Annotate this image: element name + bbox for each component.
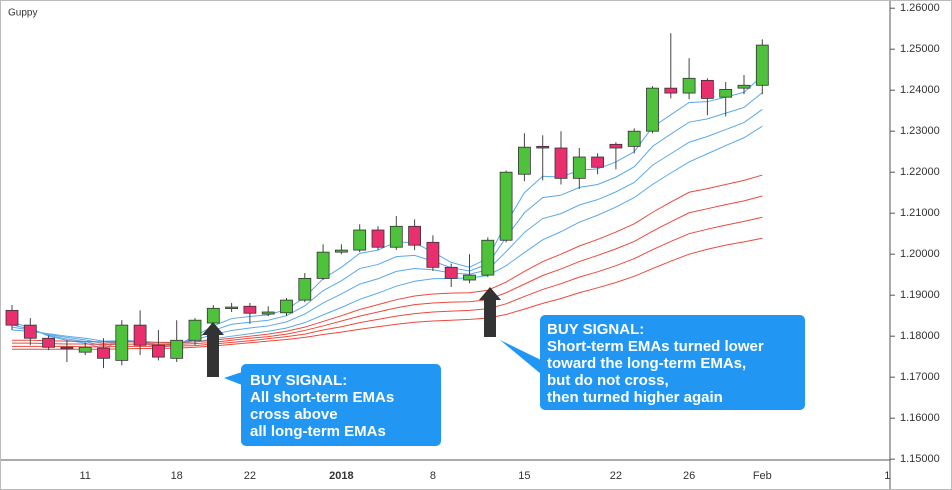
y-tick-label: 1.24000 <box>900 84 940 96</box>
x-tick-label: Feb <box>753 470 772 482</box>
callout-pointer <box>500 340 541 374</box>
candle-body <box>23 324 37 339</box>
candle-body <box>97 347 110 359</box>
candle-body <box>5 309 19 326</box>
x-tick-label: 18 <box>171 470 183 482</box>
y-tick-label: 1.26000 <box>900 2 940 14</box>
y-tick-label: 1.19000 <box>900 289 940 301</box>
candle-body <box>572 156 586 179</box>
y-axis-panel <box>890 0 952 490</box>
callout-box <box>241 364 441 446</box>
chart-title: Guppy <box>8 8 37 19</box>
candle-body <box>609 143 623 149</box>
arrow <box>202 322 224 377</box>
arrow <box>479 287 501 337</box>
y-tick-label: 1.20000 <box>900 248 940 260</box>
x-tick-label: 15 <box>518 470 530 482</box>
annotation-text: All short-term EMAs <box>250 389 394 406</box>
candle-body <box>371 229 385 248</box>
candle-body <box>261 311 275 315</box>
annotation-text: Short-term EMAs turned lower <box>547 338 764 355</box>
candle-body <box>353 229 367 251</box>
candle-body <box>682 77 696 94</box>
y-tick-label: 1.25000 <box>900 43 940 55</box>
candle-body <box>298 277 312 301</box>
candle-body <box>664 87 678 94</box>
annotation-text: toward the long-term EMAs, <box>547 355 746 372</box>
y-tick-label: 1.16000 <box>900 412 940 424</box>
candle-body <box>518 146 531 175</box>
y-tick-label: 1.18000 <box>900 330 940 342</box>
x-tick-label: 26 <box>683 470 695 482</box>
candle-body <box>225 306 239 309</box>
x-tick-label: 22 <box>610 470 622 482</box>
y-tick-label: 1.17000 <box>900 371 940 383</box>
candle-body <box>646 87 659 132</box>
candle-body <box>206 307 220 324</box>
x-tick-label: 22 <box>244 470 256 482</box>
candle-body <box>463 274 476 281</box>
candle-body <box>408 225 422 246</box>
candle-body <box>316 251 330 279</box>
x-tick-label: 8 <box>430 470 436 482</box>
y-tick-label: 1.15000 <box>900 453 940 465</box>
ema-line <box>12 237 763 350</box>
candle-body <box>719 88 733 98</box>
candle-body <box>701 79 714 99</box>
candle-body <box>627 130 641 147</box>
annotation-text: BUY SIGNAL: <box>547 321 644 338</box>
candle-body <box>389 225 403 248</box>
candle-body <box>60 346 74 350</box>
annotations: BUY SIGNAL: All short-term EMAs cross ab… <box>202 287 805 446</box>
candle-body <box>334 249 348 253</box>
annotation-text: but do not cross, <box>547 372 669 389</box>
callout-box <box>540 315 805 410</box>
candle-body <box>554 147 568 179</box>
annotation-text: all long-term EMAs <box>250 423 386 440</box>
candle-body <box>170 339 184 359</box>
candle-body <box>78 346 92 353</box>
candle-body <box>591 156 604 168</box>
candle-body <box>42 337 55 348</box>
candle-body <box>188 319 202 341</box>
candle-body <box>133 324 147 346</box>
candle-body <box>280 299 293 314</box>
ema-line <box>12 216 763 348</box>
candle-body <box>481 239 495 276</box>
candle-body <box>737 84 751 89</box>
candle-body <box>444 266 458 279</box>
candle-body <box>536 145 550 149</box>
candle-body <box>115 324 129 361</box>
candle-body <box>499 171 513 241</box>
y-tick-label: 1.23000 <box>900 125 940 137</box>
x-tick-label: 2018 <box>329 470 353 482</box>
x-tick-label: 11 <box>79 470 90 482</box>
y-tick-label: 1.22000 <box>900 166 940 178</box>
candle-body <box>151 344 165 358</box>
candle-body <box>755 44 769 86</box>
annotation-text: cross above <box>250 406 338 423</box>
candle-body <box>426 241 440 268</box>
candle-body <box>243 305 257 314</box>
annotation-text: BUY SIGNAL: <box>250 372 347 389</box>
y-tick-label: 1.21000 <box>900 207 940 219</box>
annotation-text: then turned higher again <box>547 389 723 406</box>
callout-pointer <box>224 372 242 385</box>
